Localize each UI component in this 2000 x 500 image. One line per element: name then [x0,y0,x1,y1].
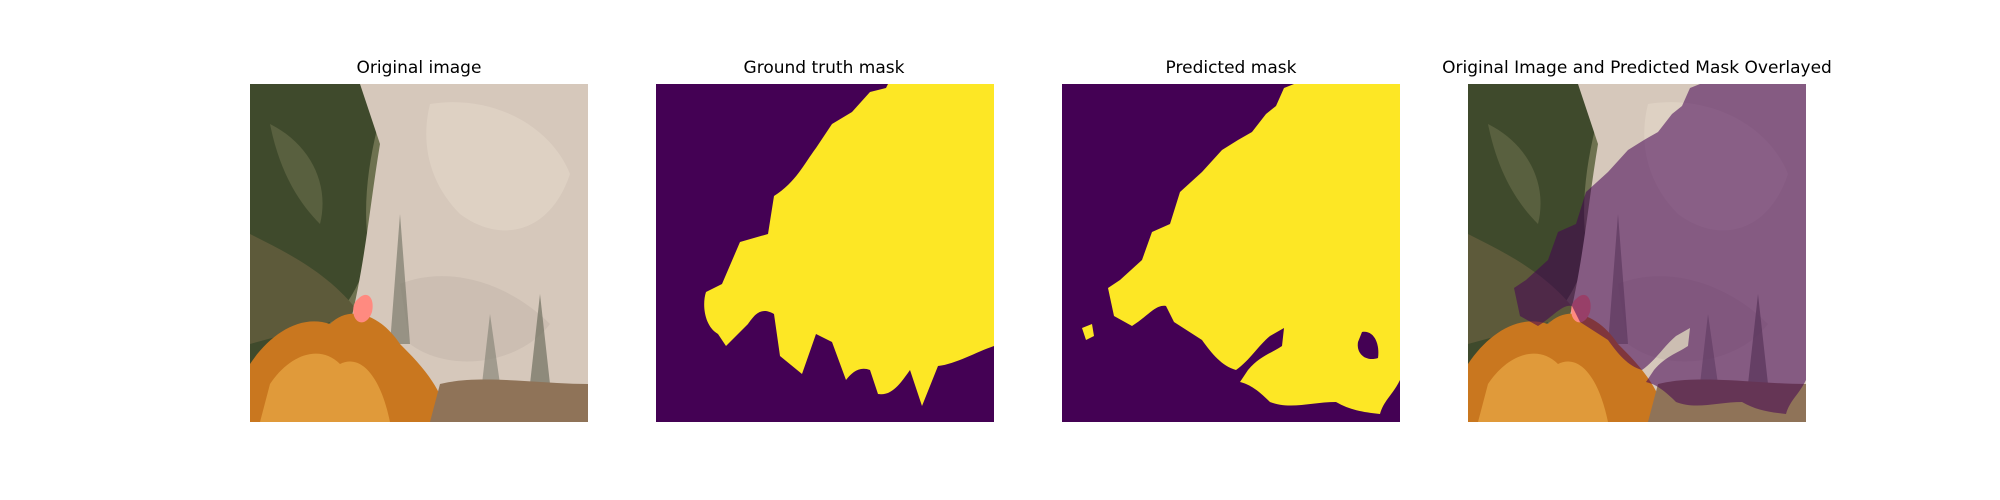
panel-title-predicted: Predicted mask [1165,58,1297,78]
original-image [250,84,588,422]
ground-truth-mask-image [656,84,994,422]
panel-title-original: Original image [356,58,482,78]
panel-title-ground-truth: Ground truth mask [743,58,905,78]
predicted-mask-image [1062,84,1400,422]
panel-title-overlay: Original Image and Predicted Mask Overla… [1442,58,1832,78]
overlay-image [1468,84,1806,422]
